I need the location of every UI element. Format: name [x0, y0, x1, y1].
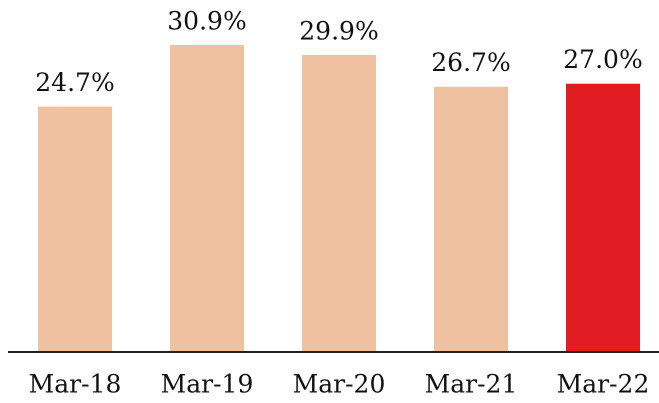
bar — [170, 45, 244, 352]
x-tick-label: Mar-22 — [557, 370, 650, 399]
x-tick-label: Mar-19 — [161, 370, 254, 399]
bar — [38, 106, 112, 352]
bar — [566, 83, 640, 353]
x-tick-label: Mar-20 — [293, 370, 386, 399]
value-label: 29.9% — [299, 16, 378, 45]
bar — [302, 54, 376, 353]
value-label: 30.9% — [167, 7, 246, 36]
value-label: 27.0% — [563, 45, 642, 74]
x-tick-label: Mar-18 — [29, 370, 122, 399]
bar — [434, 86, 508, 353]
value-label: 24.7% — [35, 68, 114, 97]
x-tick-label: Mar-21 — [425, 370, 518, 399]
value-label: 26.7% — [431, 48, 510, 77]
